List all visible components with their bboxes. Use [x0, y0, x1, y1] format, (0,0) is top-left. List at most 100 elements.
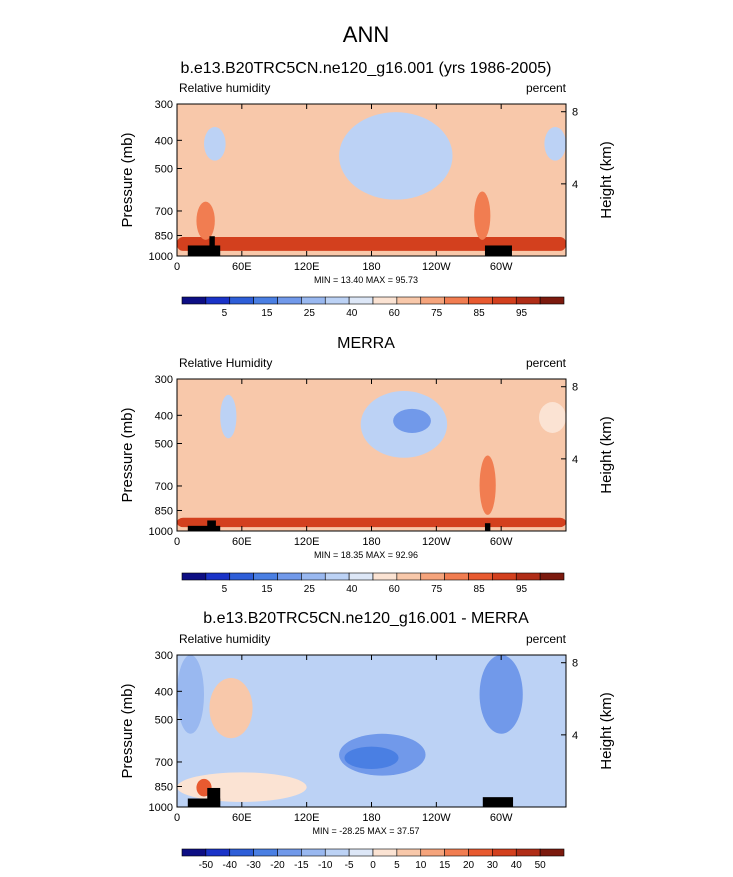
colorbar-label: 75	[431, 308, 443, 319]
colorbar-label: 5	[394, 860, 400, 871]
colorbar-box	[229, 296, 254, 305]
colorbar-label: -10	[318, 860, 333, 871]
x-tick-label: 120W	[422, 536, 451, 548]
colorbar-box	[420, 296, 445, 305]
colorbar-box	[181, 848, 207, 857]
y-tick-label: 300	[155, 99, 173, 111]
colorbar-label: 40	[511, 860, 523, 871]
colorbar-label: -50	[199, 860, 214, 871]
x-tick-label: 120E	[294, 812, 320, 824]
colorbar-box	[301, 848, 326, 857]
units-label: percent	[526, 356, 567, 370]
y-tick-label: 1000	[149, 526, 173, 538]
colorbar-label: 10	[415, 860, 427, 871]
colorbar-box	[492, 296, 517, 305]
colorbar-box	[420, 572, 445, 581]
y-right-axis-label: Height (km)	[598, 141, 615, 219]
colorbar-label: -15	[294, 860, 309, 871]
colorbar-box	[539, 848, 565, 857]
field-blob	[274, 462, 340, 500]
x-tick-label: 60E	[232, 261, 252, 273]
panel-2: MERRA Relative Humidity percent 0 60E 120E 180…	[119, 335, 615, 595]
y-right-tick-label: 4	[572, 179, 578, 191]
y-tick-label: 300	[155, 374, 173, 386]
y-axis-label: Pressure (mb)	[119, 132, 136, 227]
plot-area	[177, 379, 566, 531]
colorbar-box	[181, 572, 207, 581]
colorbar-box	[468, 296, 493, 305]
field-blob	[538, 402, 566, 433]
variable-label: Relative humidity	[179, 81, 270, 95]
y-right-tick-label: 8	[572, 107, 578, 119]
colorbar-label: 5	[222, 584, 228, 595]
x-tick-label: 60E	[232, 536, 252, 548]
y-axis-label: Pressure (mb)	[119, 407, 136, 502]
y-right-tick-label: 4	[572, 730, 578, 742]
colorbar-label: 40	[346, 584, 358, 595]
topography-mask	[207, 520, 216, 531]
colorbar-box	[277, 572, 302, 581]
x-tick-label: 60W	[490, 536, 513, 548]
y-tick-label: 700	[155, 206, 173, 218]
x-tick-label: 120E	[294, 261, 320, 273]
colorbar-box	[205, 848, 231, 857]
y-right-tick-label: 8	[572, 658, 578, 670]
min-max-label: MIN = -28.25 MAX = 37.57	[312, 826, 419, 836]
topography-mask	[484, 245, 512, 256]
x-tick-label: 120E	[294, 536, 320, 548]
min-max-label: MIN = 13.40 MAX = 95.73	[314, 275, 418, 285]
colorbar-box	[468, 848, 493, 857]
y-tick-label: 400	[155, 686, 173, 698]
topography-mask	[207, 787, 221, 807]
field-blob	[177, 772, 307, 802]
x-tick-label: 60W	[490, 261, 513, 273]
field-blob	[479, 655, 523, 734]
colorbar-label: -40	[223, 860, 238, 871]
colorbar-label: 50	[535, 860, 547, 871]
plot-area	[177, 104, 566, 256]
y-tick-label: 850	[155, 505, 173, 517]
y-tick-label: 500	[155, 438, 173, 450]
y-tick-label: 500	[155, 714, 173, 726]
field-blob	[393, 408, 431, 433]
colorbar-label: 60	[389, 308, 401, 319]
colorbar-box	[396, 296, 422, 305]
colorbar-box	[253, 296, 278, 305]
y-tick-label: 400	[155, 135, 173, 147]
y-axis-label: Pressure (mb)	[119, 683, 136, 778]
variable-label: Relative Humidity	[179, 356, 272, 370]
topography-mask	[187, 245, 221, 256]
x-tick-label: 0	[174, 261, 180, 273]
colorbar-label: 60	[389, 584, 401, 595]
topography-mask	[484, 523, 491, 531]
y-tick-label: 700	[155, 481, 173, 493]
colorbar-box	[539, 572, 565, 581]
field-blob	[544, 127, 566, 161]
field-blob	[177, 655, 205, 734]
y-right-axis-label: Height (km)	[598, 416, 615, 494]
colorbar-box	[301, 572, 326, 581]
y-tick-label: 500	[155, 163, 173, 175]
field-blob	[474, 191, 491, 240]
colorbar-box	[444, 572, 469, 581]
y-tick-label: 300	[155, 650, 173, 662]
colorbar-box	[348, 572, 374, 581]
colorbar-box	[372, 848, 398, 857]
colorbar-box	[229, 572, 254, 581]
colorbar-box	[229, 848, 254, 857]
colorbar-label: 15	[439, 860, 451, 871]
colorbar-box	[181, 296, 207, 305]
x-tick-label: 180	[362, 261, 380, 273]
x-tick-label: 60E	[232, 812, 252, 824]
panel-1: b.e13.B20TRC5CN.ne120_g16.001 (yrs 1986-…	[119, 60, 615, 319]
x-tick-label: 0	[174, 536, 180, 548]
colorbar-label: 20	[463, 860, 475, 871]
colorbar-label: 5	[222, 308, 228, 319]
colorbar-label: 40	[346, 308, 358, 319]
colorbar-label: -30	[246, 860, 261, 871]
colorbar-box	[301, 296, 326, 305]
min-max-label: MIN = 18.35 MAX = 92.96	[314, 550, 418, 560]
colorbar-box	[444, 296, 469, 305]
colorbar-label: 75	[431, 584, 443, 595]
colorbar-box	[396, 848, 422, 857]
